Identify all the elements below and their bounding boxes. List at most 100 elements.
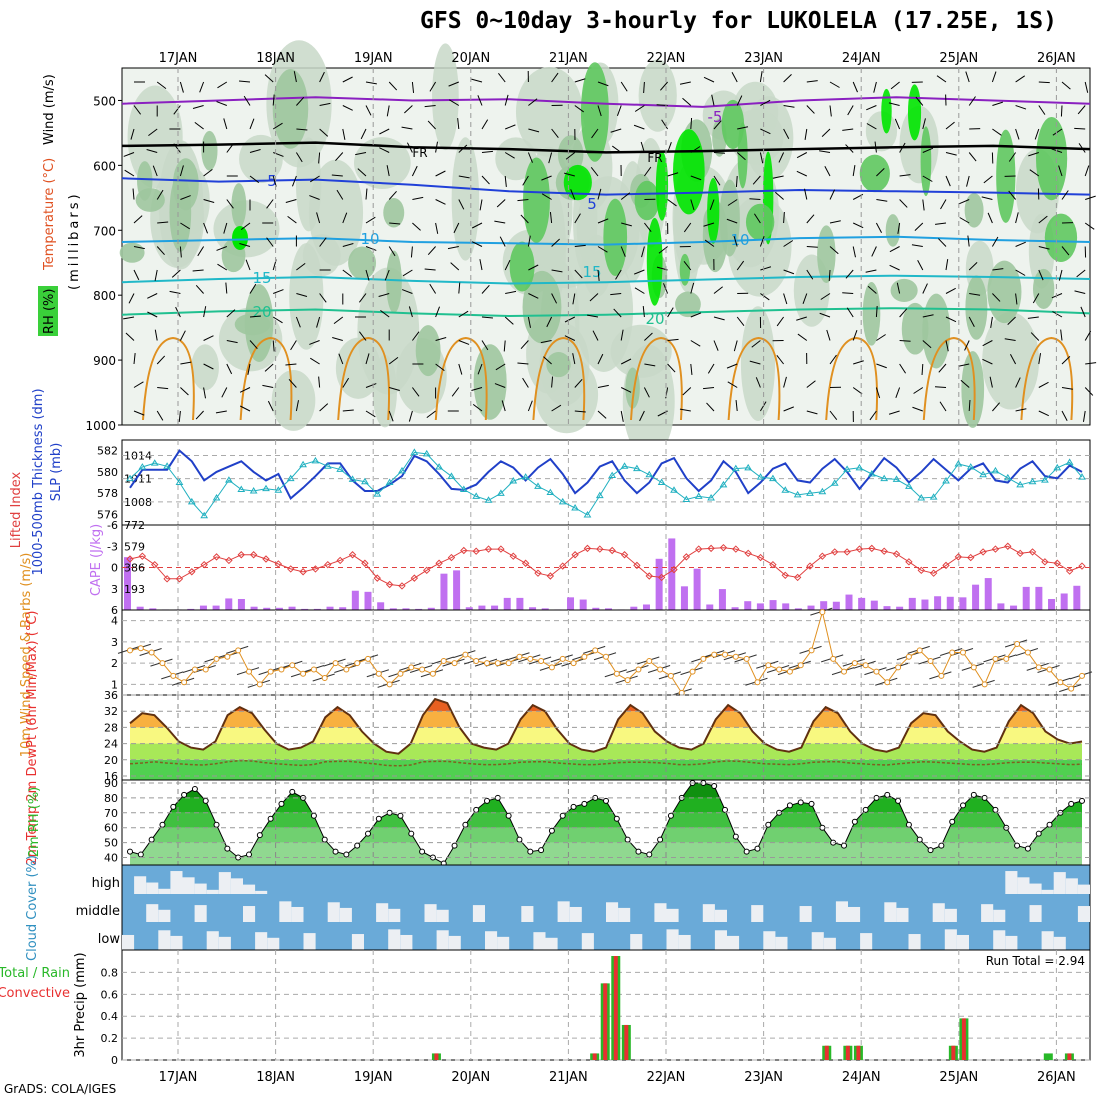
- cloud-cell: [267, 937, 280, 950]
- wind-barb: [935, 222, 947, 225]
- wind-barb: [239, 405, 251, 412]
- lifted-index-point: [583, 544, 592, 553]
- wind-barb: [192, 269, 204, 272]
- wind-barb: [704, 239, 715, 247]
- cloud-cell: [158, 909, 171, 922]
- rh-patch: [415, 325, 441, 377]
- cloud-cell: [714, 930, 727, 950]
- rh-point: [1079, 797, 1085, 804]
- lifted-index-point: [435, 559, 443, 567]
- cape-bar: [478, 605, 486, 610]
- wind-barb: [216, 101, 227, 106]
- rh-point: [559, 812, 566, 819]
- wind-barb: [435, 199, 446, 205]
- slp-point: [410, 448, 419, 455]
- wind-barb: [914, 222, 924, 232]
- wind-barb: [389, 222, 401, 225]
- wind-barb: [379, 147, 390, 153]
- temp-contour: [825, 336, 878, 421]
- rh-point: [960, 802, 966, 809]
- wind-barb: [824, 166, 831, 177]
- date-label-bottom: 24JAN: [842, 1070, 881, 1085]
- cape-bar: [415, 608, 423, 610]
- wind-barb: [783, 211, 785, 224]
- wind-barb: [852, 81, 858, 93]
- lifted-index-point: [559, 562, 567, 570]
- slp-point: [843, 465, 851, 472]
- wind-barb: [179, 330, 186, 341]
- wind-barb: [991, 236, 999, 247]
- wind-barb: [1015, 241, 1026, 247]
- cape-bar: [934, 596, 942, 610]
- cloud-cell: [557, 901, 570, 922]
- wind-barb: [332, 336, 343, 341]
- wind-barb: [853, 360, 864, 365]
- wind-barb: [458, 175, 470, 179]
- wind-barb: [829, 410, 838, 420]
- cloud-cell: [569, 906, 582, 922]
- wind-speed-point: [743, 655, 750, 662]
- cloud-cell: [327, 902, 340, 922]
- wind-barb: [291, 175, 297, 187]
- wind-barb: [551, 128, 559, 138]
- lifted-index-point: [1016, 549, 1024, 558]
- slp-point: [521, 473, 530, 480]
- wind-barb: [203, 199, 215, 204]
- rh-patch: [817, 225, 836, 283]
- slp-point: [1016, 480, 1025, 488]
- slp-point: [225, 476, 233, 483]
- cape-bar: [1048, 598, 1056, 610]
- slp-point: [422, 449, 431, 457]
- wind-barb: [760, 266, 772, 271]
- lifted-index-point: [793, 573, 802, 582]
- isotherm-line: [121, 96, 1091, 108]
- wind-barb: [917, 260, 924, 271]
- slp-point: [472, 492, 481, 499]
- cloud-cell: [944, 929, 957, 950]
- wind-barb: [574, 269, 583, 279]
- wind-barb: [495, 363, 506, 371]
- lifted-index-tick: -3: [107, 540, 118, 553]
- wind-barb: [504, 94, 509, 106]
- lifted-index-point: [608, 546, 616, 555]
- wind-barb: [939, 401, 947, 412]
- precip-tick: 0.2: [101, 1032, 119, 1045]
- rh-point: [613, 815, 620, 822]
- cape-bar: [592, 607, 600, 610]
- precip-convective-bar: [603, 983, 608, 1060]
- rh-patch: [675, 291, 701, 318]
- slp-point: [1041, 476, 1049, 483]
- wind-barb: [501, 400, 506, 412]
- wind-barb: [1078, 143, 1086, 153]
- cloud-cell: [1005, 935, 1018, 950]
- cloud-cell: [727, 935, 740, 950]
- wind-barb: [318, 152, 321, 164]
- wind-barb: [217, 263, 228, 271]
- rh-point: [862, 806, 869, 813]
- cape-bar: [782, 603, 790, 610]
- lifted-index-point: [311, 565, 320, 573]
- wind-barb: [634, 105, 645, 112]
- wind-barb: [667, 141, 672, 153]
- wind-barb: [411, 165, 418, 177]
- cloud-cell: [170, 935, 183, 950]
- wind-speed-point: [689, 668, 696, 675]
- wind-barb: [852, 387, 863, 395]
- wind-barb: [592, 330, 599, 341]
- wind-speed-point: [256, 681, 263, 688]
- wind-barb: [249, 283, 257, 294]
- cloud-cell: [255, 932, 268, 950]
- wind-speed-point: [754, 679, 761, 686]
- lifted-index-point: [991, 545, 1000, 553]
- precip-axis-label: 3hr Precip (mm): [73, 952, 88, 1057]
- wind-barb: [873, 81, 877, 93]
- wind-barb: [826, 329, 831, 341]
- wind-barb: [749, 360, 761, 365]
- wind-barb: [574, 410, 586, 413]
- wind-barb: [634, 269, 645, 275]
- slp-point: [336, 465, 345, 472]
- wind-barb: [505, 124, 516, 130]
- temp-ylabel: 2m Temp 2m DewPt (6hr Min/Max) (°C): [25, 611, 40, 866]
- wind-speed-point: [1014, 641, 1021, 647]
- wind-barb: [992, 293, 1001, 302]
